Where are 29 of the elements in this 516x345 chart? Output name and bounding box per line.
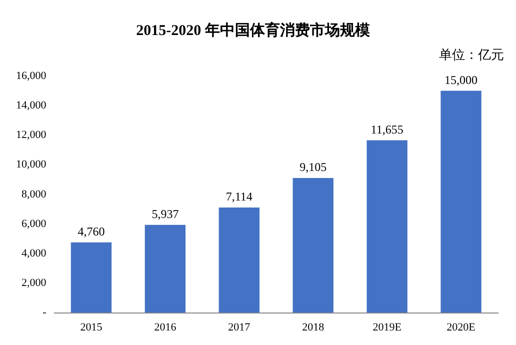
bar: [440, 90, 482, 313]
y-tick-label: 10,000: [16, 158, 47, 171]
data-label: 15,000: [444, 72, 478, 87]
bar: [70, 242, 112, 313]
data-label: 7,114: [226, 190, 252, 204]
bar: [366, 140, 408, 313]
x-tick-label: 2019E: [372, 321, 402, 334]
data-label: 5,937: [152, 207, 179, 222]
y-tick-label: -: [42, 306, 47, 319]
bar: [218, 208, 260, 313]
data-label: 4,760: [78, 224, 105, 239]
x-tick-label: 2015: [80, 321, 103, 334]
data-label: 9,105: [300, 160, 327, 174]
text: 单位：亿元: [439, 46, 504, 62]
y-tick-label: 4,000: [22, 247, 47, 260]
chart-title: 2015-2020 年中国体育消费市场规模: [136, 20, 371, 39]
y-tick-label: 16,000: [16, 70, 47, 82]
y-tick-label: 6,000: [22, 218, 47, 230]
bar: [144, 224, 186, 313]
x-tick-label: 2016: [154, 321, 177, 334]
y-tick-label: 8,000: [22, 188, 47, 200]
x-tick-label: 2020E: [446, 321, 476, 334]
data-label: 11,655: [370, 122, 404, 136]
y-tick-label: 14,000: [16, 99, 47, 112]
bar: [292, 178, 334, 313]
y-tick-label: 12,000: [16, 129, 47, 142]
x-tick-label: 2017: [228, 321, 251, 334]
x-tick-label: 2018: [302, 321, 325, 334]
y-tick-label: 2,000: [22, 277, 47, 290]
